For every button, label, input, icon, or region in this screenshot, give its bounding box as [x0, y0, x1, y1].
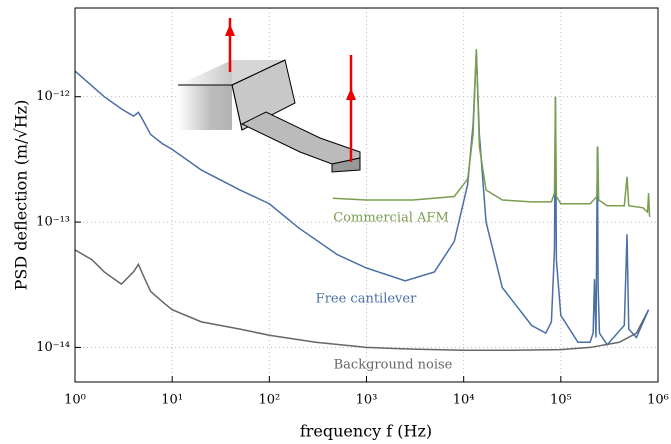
y-tick-label: 10⁻¹² — [36, 89, 70, 104]
annotation: Background noise — [334, 358, 453, 373]
y-tick-label: 10⁻¹⁴ — [36, 340, 70, 355]
y-tick-label: 10⁻¹³ — [36, 215, 70, 230]
y-axis-label: PSD deflection (m/√Hz) — [12, 100, 31, 291]
annotation: Free cantilever — [316, 292, 417, 307]
x-tick-label: 10⁴ — [453, 393, 475, 408]
plot-frame — [74, 7, 659, 383]
x-tick-label: 10⁰ — [64, 393, 86, 408]
x-tick-label: 10¹ — [161, 393, 183, 408]
annotation: Commercial AFM — [333, 211, 449, 226]
x-tick-label: 10⁵ — [550, 393, 572, 408]
cantilever-inset — [178, 18, 361, 173]
plot-area — [74, 8, 659, 382]
series-line — [74, 249, 650, 351]
series-line — [74, 51, 650, 347]
series-line — [332, 49, 651, 217]
x-tick-label: 10² — [258, 393, 280, 408]
x-tick-label: 10³ — [356, 393, 378, 408]
x-axis-label: frequency f (Hz) — [300, 422, 432, 441]
x-tick-label: 10⁶ — [647, 393, 669, 408]
